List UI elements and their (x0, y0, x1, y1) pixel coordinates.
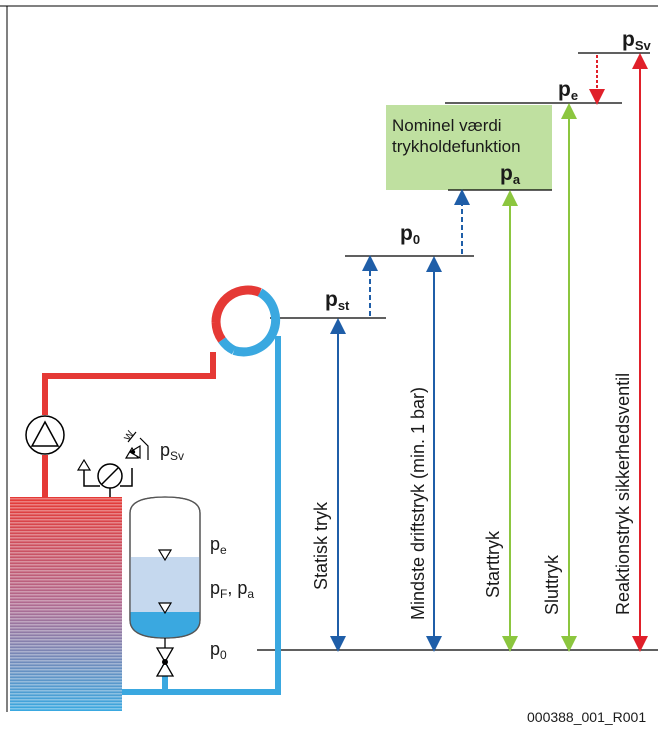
vessel-label-pf-pa: pF, pa (210, 578, 254, 601)
label-p-0: p0 (400, 222, 420, 247)
label-p-sv: pSv (622, 28, 651, 53)
vessel-label-p0: p0 (210, 639, 227, 662)
valve-label: pSv (160, 440, 184, 463)
gauge-icon (76, 458, 133, 497)
label-p-e: pe (558, 78, 578, 103)
nominal-line-2: trykholdefunktion (392, 137, 521, 156)
hot-pipe (42, 352, 216, 497)
level-marker-lower (157, 602, 173, 615)
svg-text:W: W (123, 429, 138, 443)
label-p-a: pa (500, 162, 521, 187)
pump-icon (25, 415, 65, 455)
heater-tank (10, 497, 122, 711)
text-reaktion: Reaktionstryk sikkerhedsventil (613, 373, 633, 615)
expansion-vessel (129, 496, 201, 639)
text-slut: Sluttryk (542, 554, 562, 615)
text-statisk: Statisk tryk (311, 501, 331, 590)
nominal-line-1: Nominel værdi (392, 116, 502, 135)
level-marker-upper (157, 549, 173, 562)
loop-cold-arc (232, 288, 281, 357)
ball-valve-icon (155, 638, 175, 677)
loop-hot-arc (211, 285, 262, 323)
text-start: Starttryk (483, 530, 503, 598)
safety-valve-icon: W (123, 429, 149, 460)
figure-id: 000388_001_R001 (527, 709, 646, 725)
label-p-st: pst (325, 288, 350, 313)
text-mindste: Mindste driftstryk (min. 1 bar) (408, 387, 428, 620)
cold-pipe (100, 336, 281, 695)
nominal-value-box (386, 105, 552, 190)
vessel-label-pe: pe (210, 534, 227, 557)
